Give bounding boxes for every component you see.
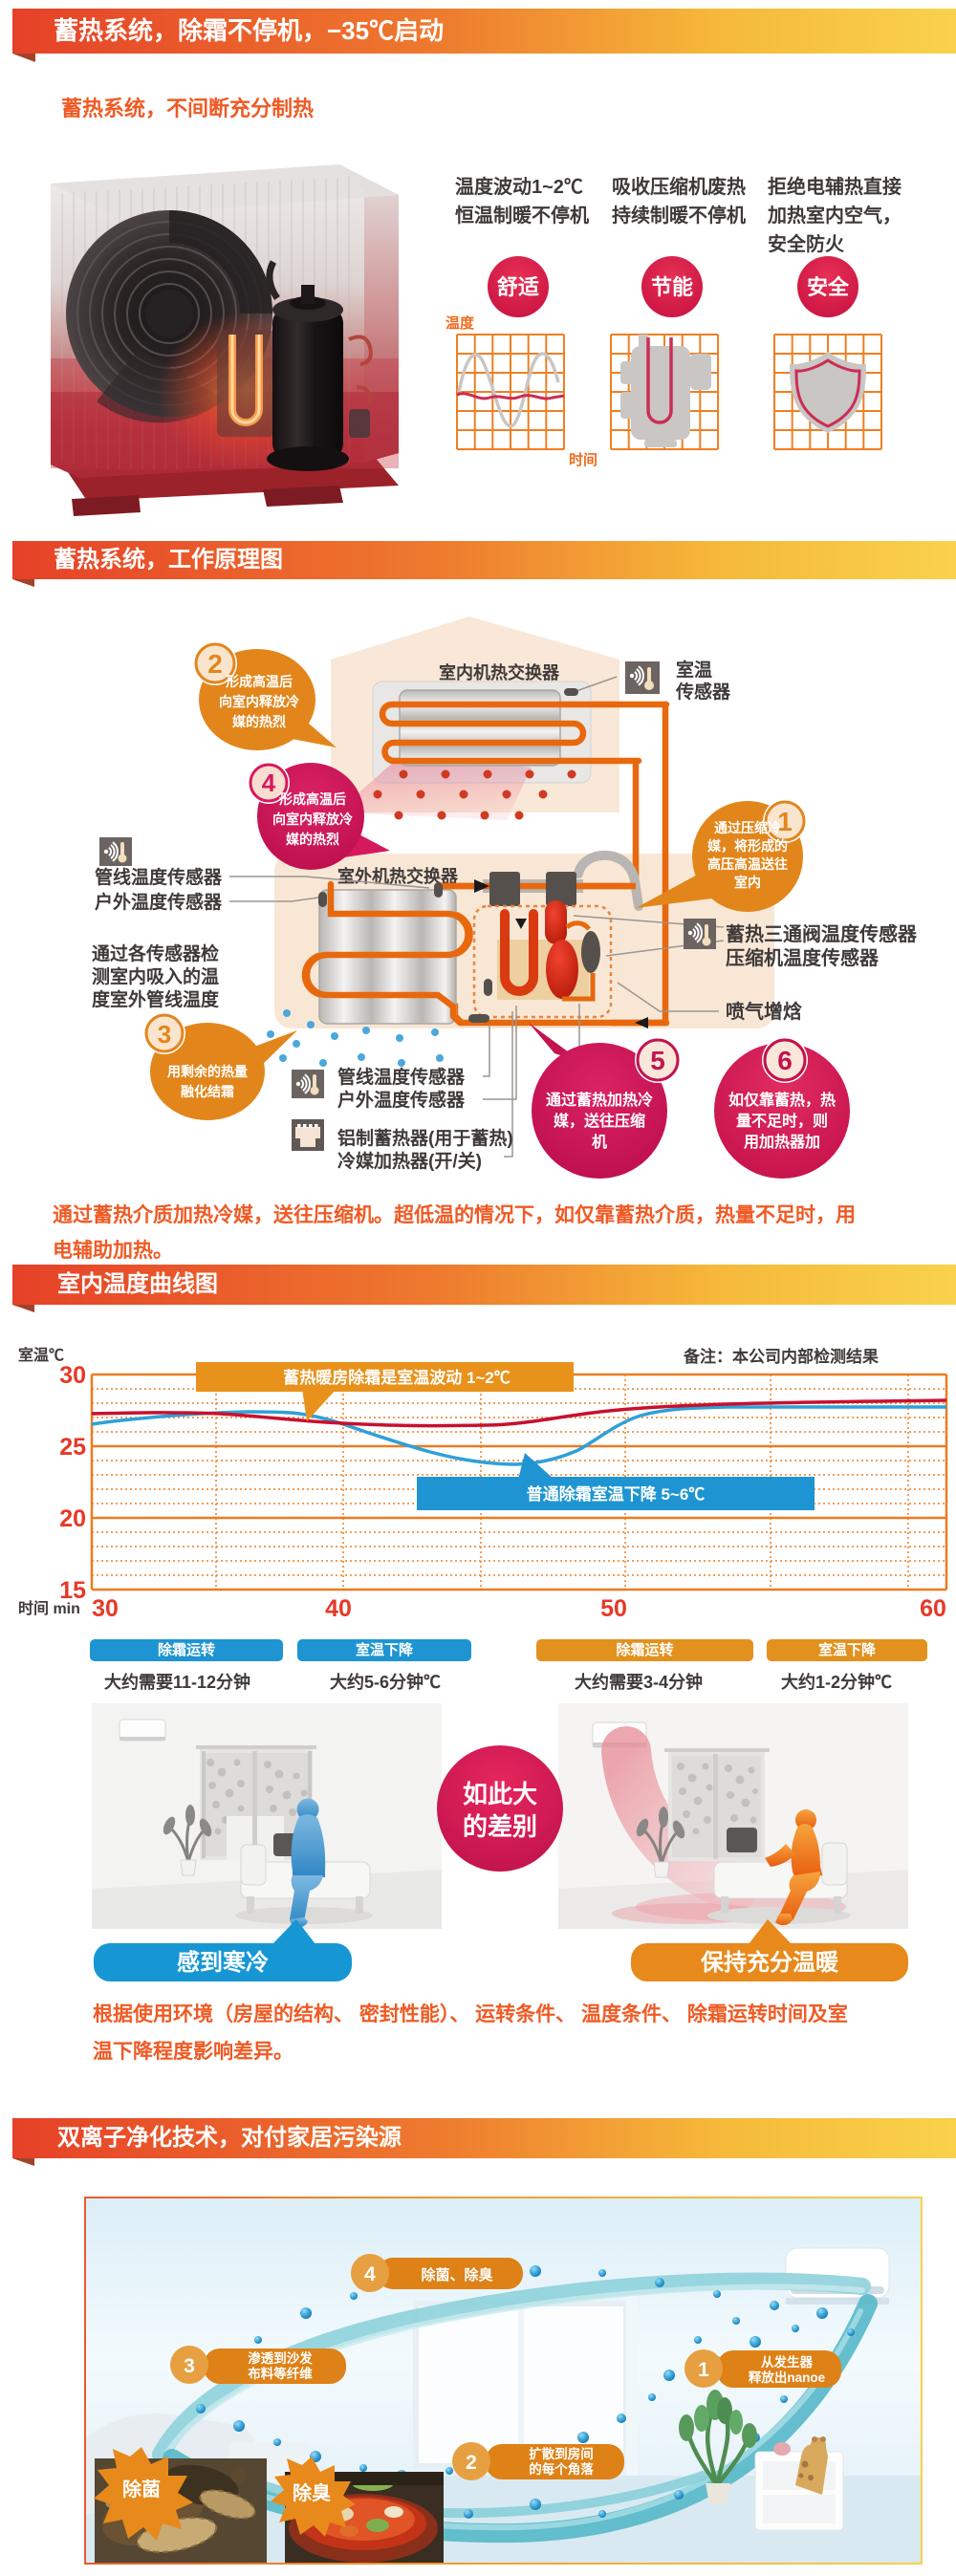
svg-text:通过蓄热加热冷: 通过蓄热加热冷 bbox=[546, 1091, 653, 1109]
svg-text:节能: 节能 bbox=[651, 275, 693, 299]
svg-text:30: 30 bbox=[92, 1595, 119, 1620]
svg-text:通过各传感器检: 通过各传感器检 bbox=[92, 942, 219, 964]
svg-text:60: 60 bbox=[920, 1595, 946, 1620]
svg-text:铝制蓄热器(用于蓄热): 铝制蓄热器(用于蓄热) bbox=[337, 1127, 513, 1149]
svg-text:度室外管线温度: 度室外管线温度 bbox=[92, 988, 220, 1010]
svg-text:媒的热烈: 媒的热烈 bbox=[285, 832, 339, 847]
svg-text:4: 4 bbox=[364, 2263, 376, 2285]
svg-text:喷气增焓: 喷气增焓 bbox=[726, 1000, 802, 1023]
svg-text:量不足时，则: 量不足时，则 bbox=[736, 1112, 828, 1130]
svg-text:融化结霜: 融化结霜 bbox=[181, 1084, 234, 1099]
svg-text:形成高温后: 形成高温后 bbox=[226, 674, 293, 689]
svg-text:室温: 室温 bbox=[676, 659, 712, 681]
svg-text:室内机热交换器: 室内机热交换器 bbox=[439, 662, 560, 682]
svg-text:除菌、除臭: 除菌、除臭 bbox=[421, 2266, 492, 2284]
svg-text:5: 5 bbox=[650, 1046, 665, 1075]
svg-text:30: 30 bbox=[59, 1362, 86, 1389]
svg-text:的每个角落: 的每个角落 bbox=[529, 2461, 594, 2477]
svg-text:普通除霜室温下降 5~6℃: 普通除霜室温下降 5~6℃ bbox=[527, 1484, 706, 1504]
svg-text:释放出nanoe: 释放出nanoe bbox=[749, 2370, 826, 2385]
svg-text:舒适: 舒适 bbox=[497, 275, 539, 299]
svg-text:2: 2 bbox=[466, 2452, 477, 2474]
svg-text:除菌: 除菌 bbox=[122, 2478, 161, 2500]
svg-text:3: 3 bbox=[184, 2355, 195, 2377]
svg-text:4: 4 bbox=[262, 768, 276, 797]
svg-text:2: 2 bbox=[207, 649, 223, 679]
svg-text:管线温度传感器: 管线温度传感器 bbox=[95, 866, 223, 888]
svg-text:高压高温送往: 高压高温送往 bbox=[707, 856, 788, 872]
svg-text:40: 40 bbox=[325, 1595, 352, 1620]
svg-text:安全: 安全 bbox=[807, 275, 850, 299]
svg-text:25: 25 bbox=[59, 1434, 86, 1461]
svg-text:1: 1 bbox=[777, 807, 793, 836]
svg-text:6: 6 bbox=[777, 1046, 793, 1075]
svg-text:通过压缩冷: 通过压缩冷 bbox=[714, 820, 781, 835]
svg-text:机: 机 bbox=[592, 1133, 607, 1151]
svg-text:渗透到沙发: 渗透到沙发 bbox=[248, 2350, 313, 2366]
svg-text:媒，将形成的: 媒，将形成的 bbox=[706, 838, 788, 854]
svg-text:蓄热暖房除霜是室温波动 1~2℃: 蓄热暖房除霜是室温波动 1~2℃ bbox=[283, 1368, 511, 1387]
svg-text:3: 3 bbox=[158, 1020, 171, 1049]
svg-text:感到寒冷: 感到寒冷 bbox=[177, 1949, 269, 1976]
svg-text:的差别: 的差别 bbox=[463, 1812, 537, 1841]
svg-text:向室内释放冷: 向室内释放冷 bbox=[219, 694, 299, 709]
svg-text:20: 20 bbox=[59, 1505, 86, 1532]
svg-text:保持充分温暖: 保持充分温暖 bbox=[700, 1949, 839, 1976]
svg-text:除臭: 除臭 bbox=[293, 2481, 331, 2504]
svg-text:温度: 温度 bbox=[445, 314, 475, 332]
svg-text:扩散到房间: 扩散到房间 bbox=[529, 2446, 594, 2461]
svg-text:蓄热三通阀温度传感器: 蓄热三通阀温度传感器 bbox=[726, 922, 918, 945]
svg-text:如此大: 如此大 bbox=[463, 1780, 537, 1808]
svg-text:户外温度传感器: 户外温度传感器 bbox=[95, 891, 223, 913]
svg-text:形成高温后: 形成高温后 bbox=[279, 791, 346, 807]
svg-text:冷媒加热器(开/关): 冷媒加热器(开/关) bbox=[337, 1150, 482, 1172]
svg-text:1: 1 bbox=[698, 2359, 709, 2381]
svg-text:用加热器加: 用加热器加 bbox=[744, 1133, 820, 1151]
svg-text:室外机热交换器: 室外机热交换器 bbox=[337, 866, 459, 886]
svg-text:户外温度传感器: 户外温度传感器 bbox=[337, 1089, 466, 1111]
svg-text:测室内吸入的温: 测室内吸入的温 bbox=[92, 965, 219, 987]
svg-text:布料等纤维: 布料等纤维 bbox=[248, 2366, 313, 2381]
svg-text:管线温度传感器: 管线温度传感器 bbox=[337, 1066, 466, 1088]
svg-text:50: 50 bbox=[600, 1595, 627, 1620]
svg-text:从发生器: 从发生器 bbox=[761, 2354, 813, 2370]
svg-text:如仅靠蓄热，热: 如仅靠蓄热，热 bbox=[728, 1091, 836, 1109]
svg-text:用剩余的热量: 用剩余的热量 bbox=[167, 1064, 248, 1079]
svg-text:15: 15 bbox=[59, 1577, 86, 1604]
svg-text:媒，送往压缩: 媒，送往压缩 bbox=[554, 1112, 645, 1130]
svg-text:媒的热烈: 媒的热烈 bbox=[231, 714, 286, 729]
svg-text:室内: 室内 bbox=[734, 875, 761, 890]
svg-text:压缩机温度传感器: 压缩机温度传感器 bbox=[726, 946, 880, 969]
svg-text:传感器: 传感器 bbox=[675, 681, 731, 703]
svg-text:时间: 时间 bbox=[569, 451, 598, 468]
svg-text:向室内释放冷: 向室内释放冷 bbox=[272, 812, 353, 827]
